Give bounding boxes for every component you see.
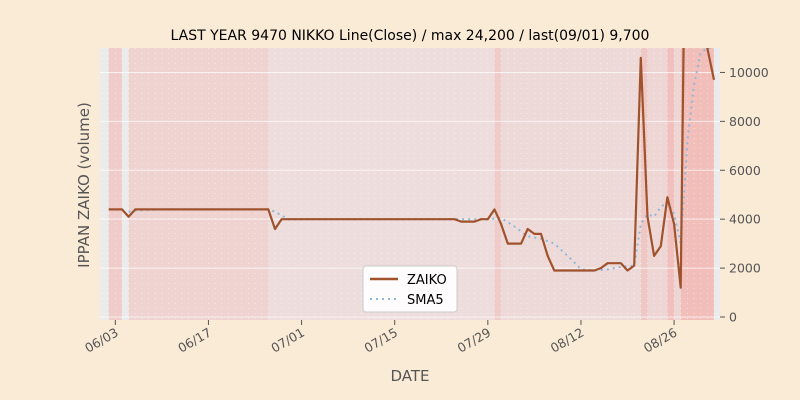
grid-lines xyxy=(100,48,720,320)
shaded-band xyxy=(647,48,681,320)
series-line-zaiko xyxy=(108,48,716,289)
y-tick-label: 4000 xyxy=(729,212,761,227)
x-tick-label: 06/17 xyxy=(175,325,214,356)
x-tick-label: 08/12 xyxy=(548,325,587,356)
shaded-band xyxy=(640,48,648,320)
legend-zaiko-label: ZAIKO xyxy=(407,273,447,288)
y-axis-label: IPPAN ZAIKO (volume) xyxy=(75,102,93,268)
shaded-band xyxy=(680,48,714,320)
shaded-bands xyxy=(108,48,714,320)
x-tick-label: 08/26 xyxy=(641,325,680,356)
legend: ZAIKO SMA5 xyxy=(362,265,458,313)
chart-title: LAST YEAR 9470 NIKKO Line(Close) / max 2… xyxy=(171,28,650,44)
x-axis-ticks: 06/03 06/17 07/01 07/15 07/29 08/12 08/26 xyxy=(82,320,680,356)
x-axis-label: DATE xyxy=(390,367,429,385)
legend-sma5-label: SMA5 xyxy=(407,293,444,308)
x-tick-label: 07/15 xyxy=(361,325,400,356)
shaded-band xyxy=(494,48,502,320)
series-layer xyxy=(108,48,716,289)
series-line-sma5 xyxy=(128,48,714,272)
shaded-band xyxy=(501,48,641,320)
y-tick-label: 6000 xyxy=(729,163,761,178)
x-tick-label: 07/01 xyxy=(268,325,307,356)
legend-box xyxy=(362,265,458,313)
shaded-band xyxy=(667,48,675,320)
x-tick-label: 07/29 xyxy=(455,325,494,356)
y-axis-ticks: 0 2000 4000 6000 8000 10000 xyxy=(720,65,769,325)
y-tick-label: 0 xyxy=(729,310,737,325)
y-tick-label: 8000 xyxy=(729,114,761,129)
x-tick-label: 06/03 xyxy=(82,325,121,356)
shaded-band xyxy=(128,48,269,320)
y-tick-label: 2000 xyxy=(729,261,761,276)
y-tick-label: 10000 xyxy=(729,65,769,80)
